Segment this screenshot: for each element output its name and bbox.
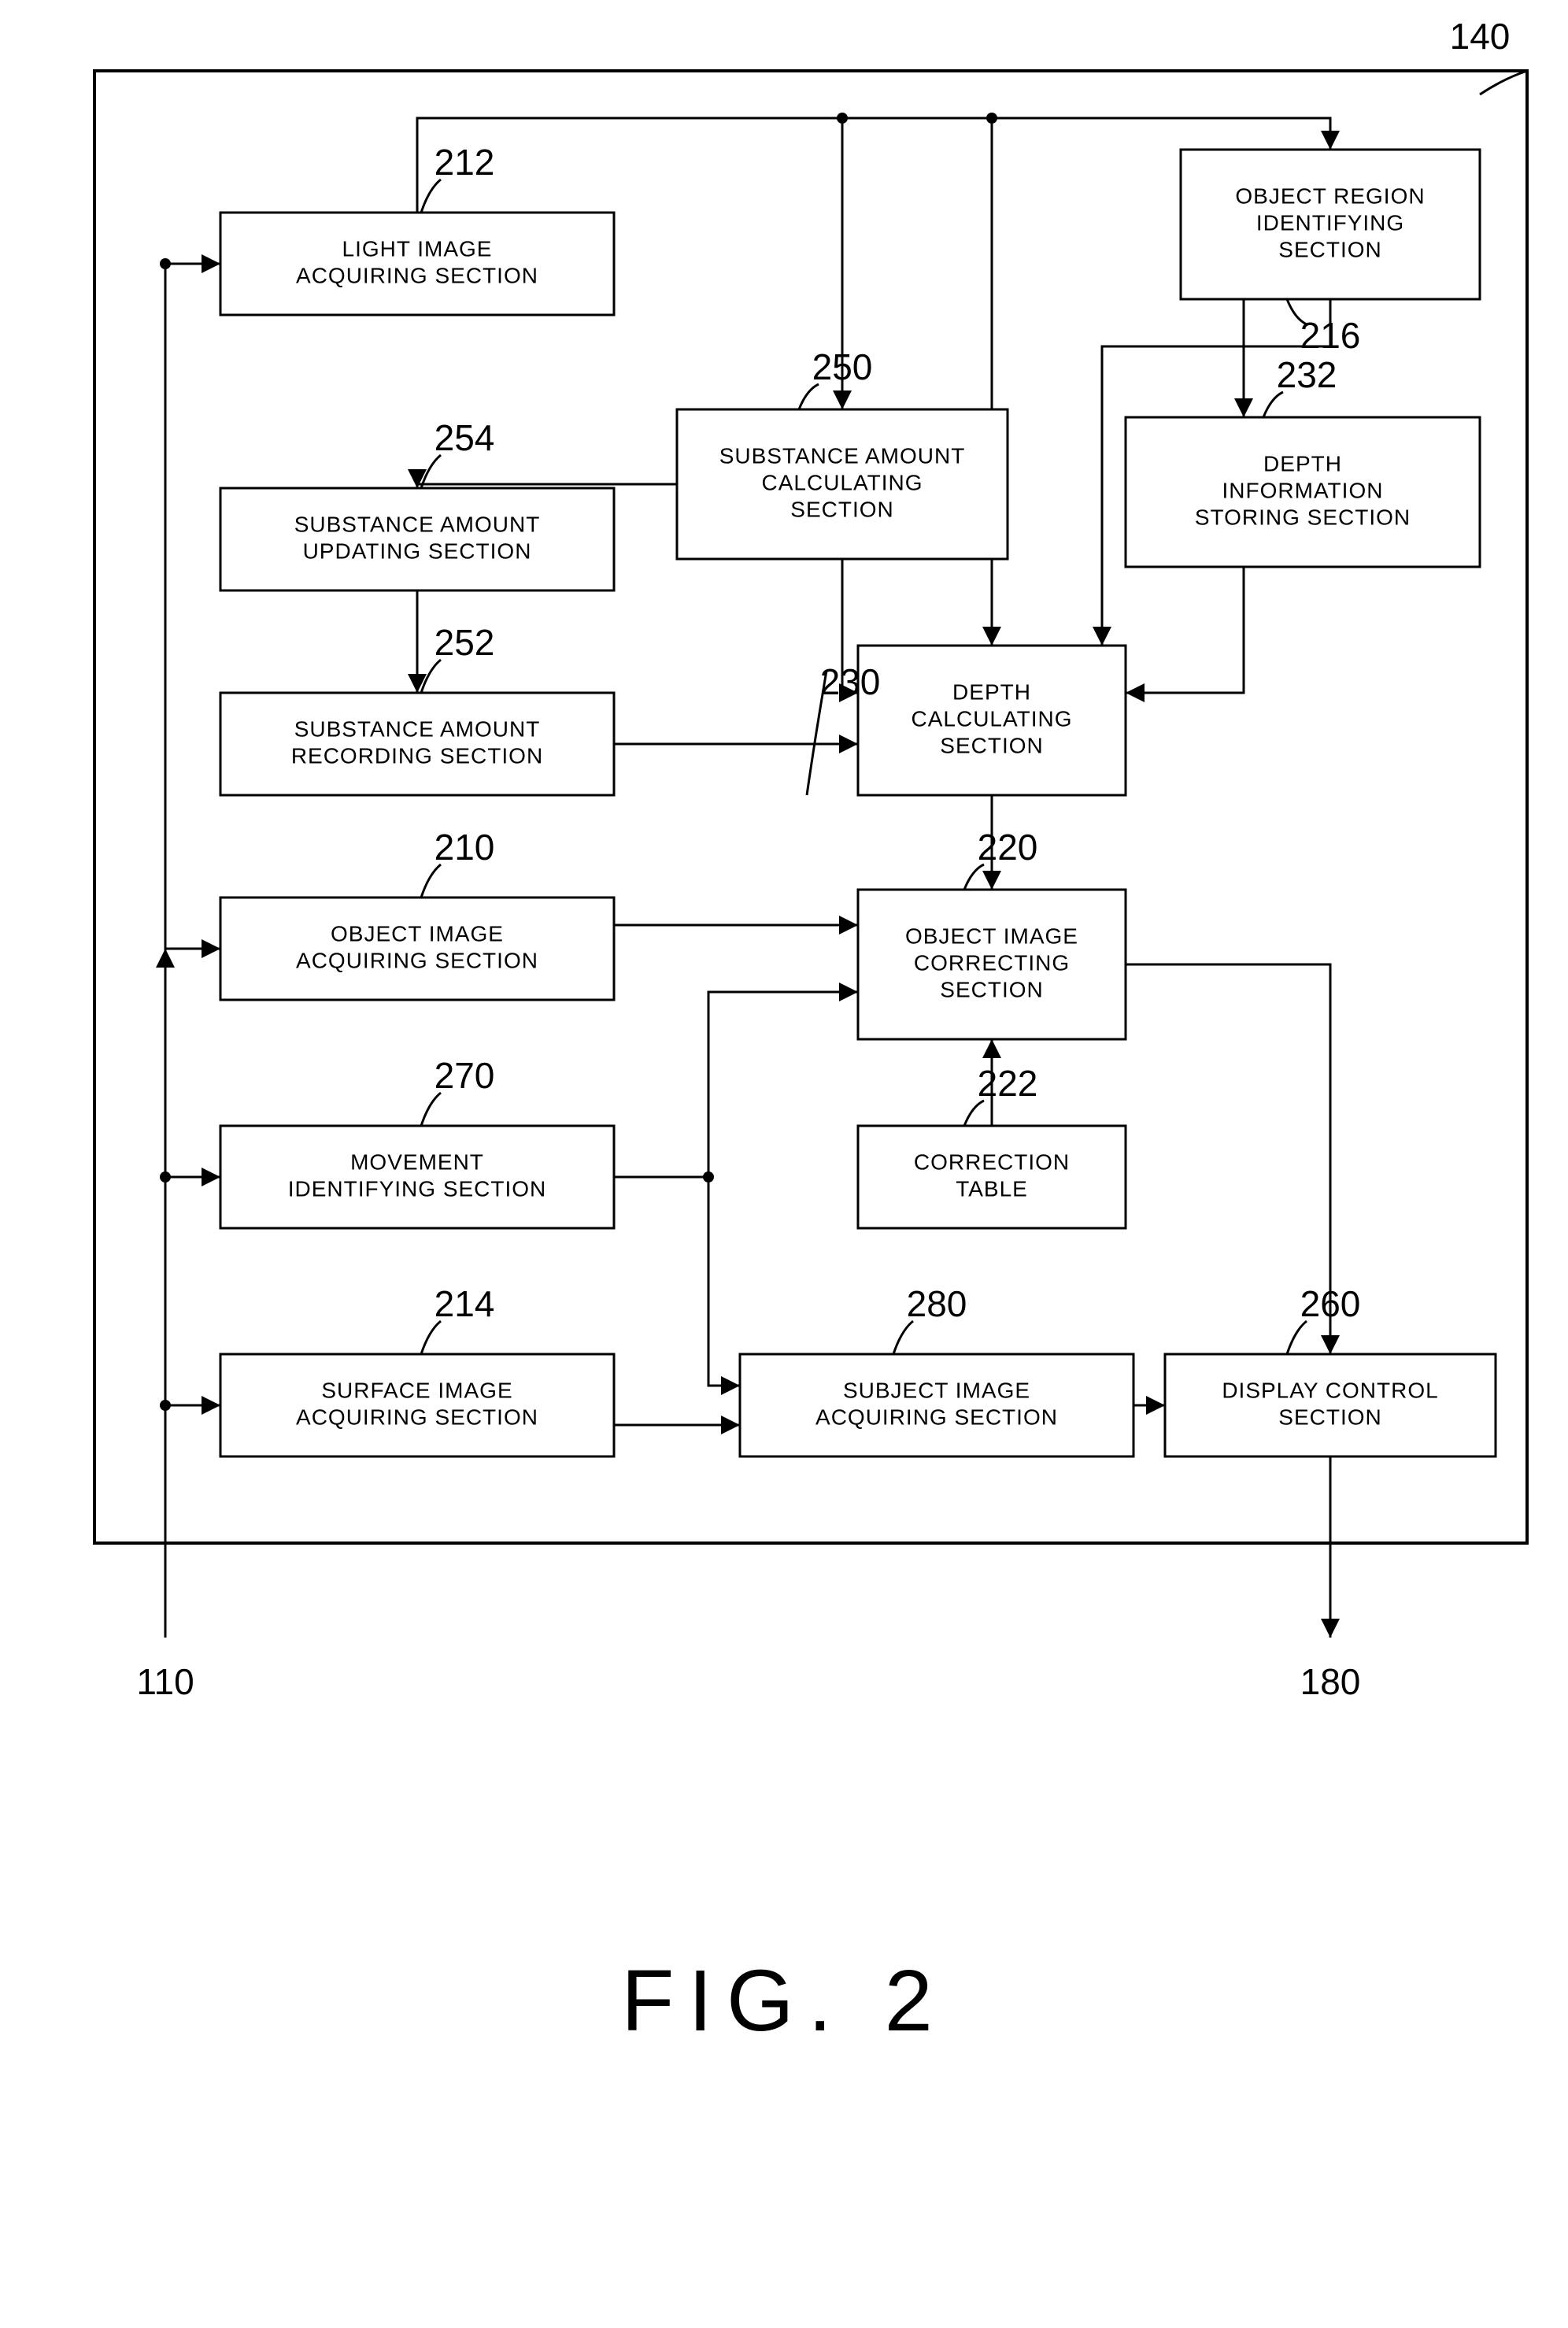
ref-270: 270 (435, 1055, 495, 1096)
arrowhead-222-220 (982, 1039, 1001, 1058)
arrowhead-252-230 (839, 735, 858, 753)
arrowhead-260-out (1321, 1619, 1340, 1638)
ref-250: 250 (812, 346, 873, 387)
leader-280 (893, 1321, 913, 1354)
block-220-label-2: SECTION (940, 977, 1043, 1001)
block-280-label-1: ACQUIRING SECTION (815, 1405, 1058, 1429)
ref-230: 230 (820, 661, 881, 702)
edge-270-280 (708, 1177, 740, 1386)
block-216-label-1: IDENTIFYING (1256, 210, 1404, 235)
ref-260: 260 (1300, 1283, 1361, 1324)
figure-label: FIG. 2 (621, 1952, 947, 2049)
ref-216: 216 (1300, 315, 1361, 356)
junction (837, 113, 848, 124)
leader-214 (421, 1321, 441, 1354)
junction (986, 113, 997, 124)
arrowhead-110-entry (156, 949, 175, 968)
arrowhead-230-220 (982, 871, 1001, 890)
block-220-label-0: OBJECT IMAGE (905, 923, 1078, 948)
block-232-label-2: STORING SECTION (1195, 505, 1411, 529)
arrowhead-270-220 (839, 983, 858, 1001)
ref-280: 280 (907, 1283, 967, 1324)
arrowhead-220-260 (1321, 1335, 1340, 1354)
arrowhead-topbus-250 (833, 390, 852, 409)
block-260-label-0: DISPLAY CONTROL (1222, 1378, 1438, 1402)
ref-232: 232 (1277, 354, 1337, 395)
block-270-label-1: IDENTIFYING SECTION (288, 1176, 547, 1201)
block-214-label-1: ACQUIRING SECTION (296, 1405, 538, 1429)
ref-252: 252 (435, 622, 495, 663)
block-216-label-2: SECTION (1278, 237, 1381, 261)
block-212-label-1: ACQUIRING SECTION (296, 263, 538, 287)
ref-222: 222 (978, 1063, 1038, 1104)
block-230-label-2: SECTION (940, 733, 1043, 757)
block-270-label-0: MOVEMENT (350, 1149, 484, 1174)
block-230-label-1: CALCULATING (912, 706, 1073, 731)
arrowhead-topbus-230 (982, 627, 1001, 646)
edge-270-220 (614, 992, 858, 1177)
arrowhead-214-280 (721, 1416, 740, 1434)
ref-220: 220 (978, 827, 1038, 868)
arrowhead-bus-210 (202, 939, 220, 958)
arrowhead-232-230 (1126, 683, 1145, 702)
block-230-label-0: DEPTH (952, 679, 1031, 704)
leader-220 (964, 864, 984, 890)
block-250-label-2: SECTION (790, 497, 893, 521)
block-220-label-1: CORRECTING (914, 950, 1070, 975)
junction (160, 258, 171, 269)
arrowhead-216-230 (1093, 627, 1111, 646)
junction (160, 1171, 171, 1183)
block-222-label-1: TABLE (956, 1176, 1028, 1201)
ref-210: 210 (435, 827, 495, 868)
leader-210 (421, 864, 441, 898)
leader-250 (799, 384, 819, 409)
block-254-label-0: SUBSTANCE AMOUNT (294, 512, 541, 536)
leader-212 (421, 180, 441, 213)
arrowhead-bus-212 (202, 254, 220, 273)
arrowhead-216-232 (1234, 398, 1253, 417)
ref-214: 214 (435, 1283, 495, 1324)
block-280-label-0: SUBJECT IMAGE (843, 1378, 1030, 1402)
arrowhead-212-topbus (1321, 131, 1340, 150)
block-210-label-1: ACQUIRING SECTION (296, 948, 538, 972)
ref-212: 212 (435, 142, 495, 183)
leader-270 (421, 1093, 441, 1126)
block-252-label-0: SUBSTANCE AMOUNT (294, 716, 541, 741)
block-250-label-1: CALCULATING (762, 470, 923, 494)
leader-222 (964, 1101, 984, 1126)
arrowhead-270-280 (721, 1376, 740, 1395)
junction (160, 1400, 171, 1411)
arrowhead-bus-214 (202, 1396, 220, 1415)
leader-260 (1287, 1321, 1307, 1354)
leader-232 (1263, 392, 1283, 417)
block-214-label-0: SURFACE IMAGE (321, 1378, 512, 1402)
block-254-label-1: UPDATING SECTION (303, 539, 532, 563)
block-232-label-1: INFORMATION (1222, 478, 1384, 502)
block-222-label-0: CORRECTION (914, 1149, 1070, 1174)
ref-254: 254 (435, 417, 495, 458)
block-216-label-0: OBJECT REGION (1235, 183, 1425, 208)
leader-230 (807, 671, 827, 795)
block-250-label-0: SUBSTANCE AMOUNT (719, 443, 966, 468)
block-212-label-0: LIGHT IMAGE (342, 236, 493, 261)
arrowhead-210-220 (839, 916, 858, 935)
block-232-label-0: DEPTH (1263, 451, 1342, 476)
junction (703, 1171, 714, 1183)
arrowhead-280-260 (1146, 1396, 1165, 1415)
ref-180: 180 (1300, 1661, 1361, 1702)
ref-110: 110 (136, 1661, 194, 1702)
block-260-label-1: SECTION (1278, 1405, 1381, 1429)
block-210-label-0: OBJECT IMAGE (331, 921, 504, 946)
ref-140: 140 (1450, 16, 1511, 57)
block-252-label-1: RECORDING SECTION (291, 743, 543, 768)
arrowhead-bus-270 (202, 1168, 220, 1186)
leader-140 (1480, 71, 1527, 94)
diagram-canvas: LIGHT IMAGEACQUIRING SECTIONSUBSTANCE AM… (0, 0, 1568, 2328)
edge-232-230 (1126, 567, 1244, 693)
